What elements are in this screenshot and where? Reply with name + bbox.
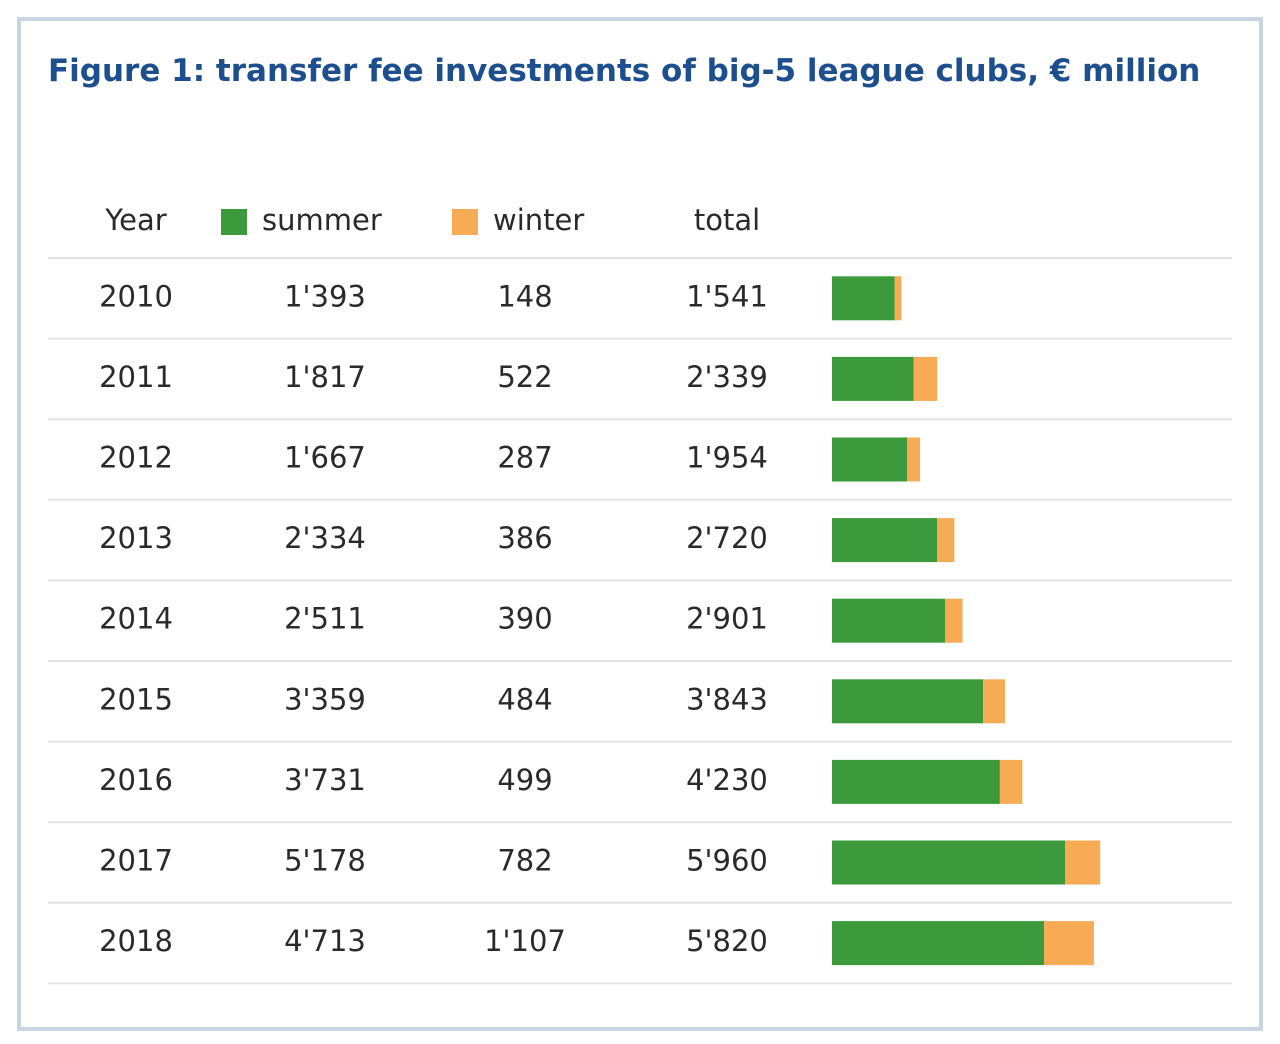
value-label: 3'731 xyxy=(284,763,366,797)
total-label: 3'843 xyxy=(686,682,768,716)
column-header: Year xyxy=(104,203,166,237)
value-label: 2'511 xyxy=(284,602,366,636)
year-label: 2013 xyxy=(99,521,173,555)
bar-segment xyxy=(913,356,938,401)
bar-segment xyxy=(937,518,955,563)
value-label: 1'817 xyxy=(284,360,366,394)
total-label: 1'954 xyxy=(686,441,768,475)
value-label: 1'393 xyxy=(284,279,366,313)
legend-swatch xyxy=(221,209,247,235)
legend-label: summer xyxy=(262,203,382,237)
value-label: 148 xyxy=(497,279,552,313)
legend-swatch xyxy=(452,209,478,235)
value-label: 386 xyxy=(497,521,552,555)
value-label: 522 xyxy=(497,360,552,394)
bar-segment xyxy=(832,679,984,724)
column-header: total xyxy=(694,203,760,237)
value-label: 484 xyxy=(497,682,552,716)
value-label: 782 xyxy=(497,844,552,878)
bar-segment xyxy=(1065,840,1101,885)
value-label: 4'713 xyxy=(284,924,366,958)
bar-segment xyxy=(832,437,908,482)
frame xyxy=(17,17,1263,1031)
bar-segment xyxy=(832,276,895,321)
bar-segment xyxy=(832,356,914,401)
year-label: 2017 xyxy=(99,844,173,878)
year-label: 2018 xyxy=(99,924,173,958)
bar-segment xyxy=(944,598,963,643)
bar-segment xyxy=(832,921,1045,966)
value-label: 2'334 xyxy=(284,521,366,555)
total-label: 2'339 xyxy=(686,360,768,394)
total-label: 2'720 xyxy=(686,521,768,555)
year-label: 2012 xyxy=(99,441,173,475)
value-label: 5'178 xyxy=(284,844,366,878)
bar-segment xyxy=(894,276,902,321)
total-label: 1'541 xyxy=(686,279,768,313)
bar-segment xyxy=(832,759,1000,804)
value-label: 1'107 xyxy=(484,924,566,958)
year-label: 2016 xyxy=(99,763,173,797)
year-label: 2015 xyxy=(99,682,173,716)
bar-segment xyxy=(832,598,945,643)
value-label: 390 xyxy=(497,602,552,636)
value-label: 499 xyxy=(497,763,552,797)
chart-title: Figure 1: transfer fee investments of bi… xyxy=(48,53,1201,89)
year-label: 2011 xyxy=(99,360,173,394)
legend-label: winter xyxy=(493,203,584,237)
bar-segment xyxy=(907,437,920,482)
bar-segment xyxy=(832,518,938,563)
bar-segment xyxy=(832,840,1066,885)
bar-segment xyxy=(999,759,1023,804)
bar-segment xyxy=(983,679,1005,724)
year-label: 2014 xyxy=(99,602,173,636)
total-label: 4'230 xyxy=(686,763,768,797)
value-label: 3'359 xyxy=(284,682,366,716)
year-label: 2010 xyxy=(99,279,173,313)
bar-segment xyxy=(1044,921,1094,966)
total-label: 5'820 xyxy=(686,924,768,958)
value-label: 1'667 xyxy=(284,441,366,475)
total-label: 5'960 xyxy=(686,844,768,878)
total-label: 2'901 xyxy=(686,602,768,636)
title-box: Figure 1: transfer fee investments of bi… xyxy=(48,53,1201,89)
value-label: 287 xyxy=(497,441,552,475)
